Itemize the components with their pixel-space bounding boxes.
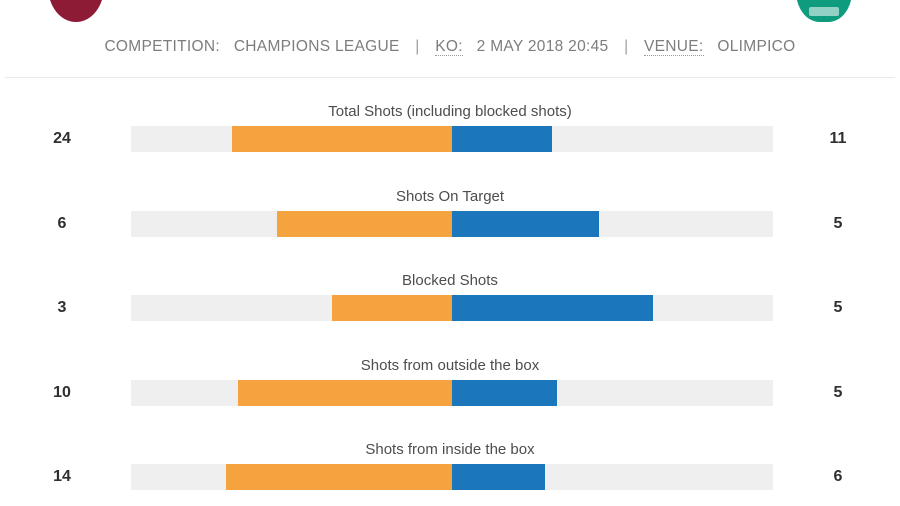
kickoff-value: 2 MAY 2018 20:45 xyxy=(476,38,609,55)
stat-value-home: 14 xyxy=(53,468,71,485)
stat-bar-home xyxy=(332,295,452,321)
stat-value-away: 11 xyxy=(829,130,847,147)
home-team-crest-icon xyxy=(48,0,104,22)
stat-bar-away xyxy=(452,295,653,321)
stat-value-away: 5 xyxy=(833,383,843,401)
stat-label: Shots from outside the box xyxy=(360,356,540,374)
stat-label: Total Shots (including blocked shots) xyxy=(328,103,572,120)
stat-bar-home xyxy=(232,126,452,152)
stat-label: Shots On Target xyxy=(395,187,505,205)
stat-bar-home xyxy=(238,379,452,406)
stat-value-away: 5 xyxy=(833,214,843,232)
meta-separator-1: | xyxy=(415,38,420,55)
stat-bar-away xyxy=(452,210,599,237)
meta-separator-2: | xyxy=(624,38,629,55)
competition-label: COMPETITION: xyxy=(104,38,220,55)
stat-value-away: 5 xyxy=(833,299,843,316)
venue-value: OLIMPICO xyxy=(717,38,796,55)
stat-value-home: 24 xyxy=(53,130,71,147)
stat-value-home: 10 xyxy=(53,383,71,401)
stat-bar-home xyxy=(226,464,452,490)
stat-label: Blocked Shots xyxy=(402,272,498,289)
stat-bar-away xyxy=(452,126,552,152)
match-stats-chart: Total Shots (including blocked shots) 24… xyxy=(0,78,900,501)
match-header: COMPETITION: CHAMPIONS LEAGUE | KO: 2 MA… xyxy=(0,0,900,78)
kickoff-label: KO: xyxy=(435,38,463,56)
stat-label: Shots from inside the box xyxy=(365,441,535,458)
header-divider xyxy=(5,77,895,78)
stat-value-home: 6 xyxy=(57,214,67,232)
stat-bar-away xyxy=(452,464,545,490)
stat-value-away: 6 xyxy=(833,468,843,485)
stat-bar-track xyxy=(131,464,773,490)
stat-row: Shots On Target 6 5 xyxy=(0,163,900,248)
stat-row: Shots from outside the box 10 5 xyxy=(0,332,900,417)
stat-bar-track xyxy=(131,126,773,152)
stat-value-home: 3 xyxy=(57,299,67,316)
match-meta: COMPETITION: CHAMPIONS LEAGUE | KO: 2 MA… xyxy=(0,38,900,56)
stat-row: Shots from inside the box 14 6 xyxy=(0,416,900,501)
stat-bar-track xyxy=(131,210,773,237)
competition-value: CHAMPIONS LEAGUE xyxy=(233,38,400,55)
stat-row: Total Shots (including blocked shots) 24… xyxy=(0,78,900,163)
venue-label: VENUE: xyxy=(644,38,704,56)
away-team-crest-icon xyxy=(796,0,852,22)
stat-bar-track xyxy=(131,379,773,406)
stat-bar-home xyxy=(277,210,452,237)
stat-row: Blocked Shots 3 5 xyxy=(0,247,900,332)
stat-bar-track xyxy=(131,295,773,321)
stat-bar-away xyxy=(452,379,557,406)
